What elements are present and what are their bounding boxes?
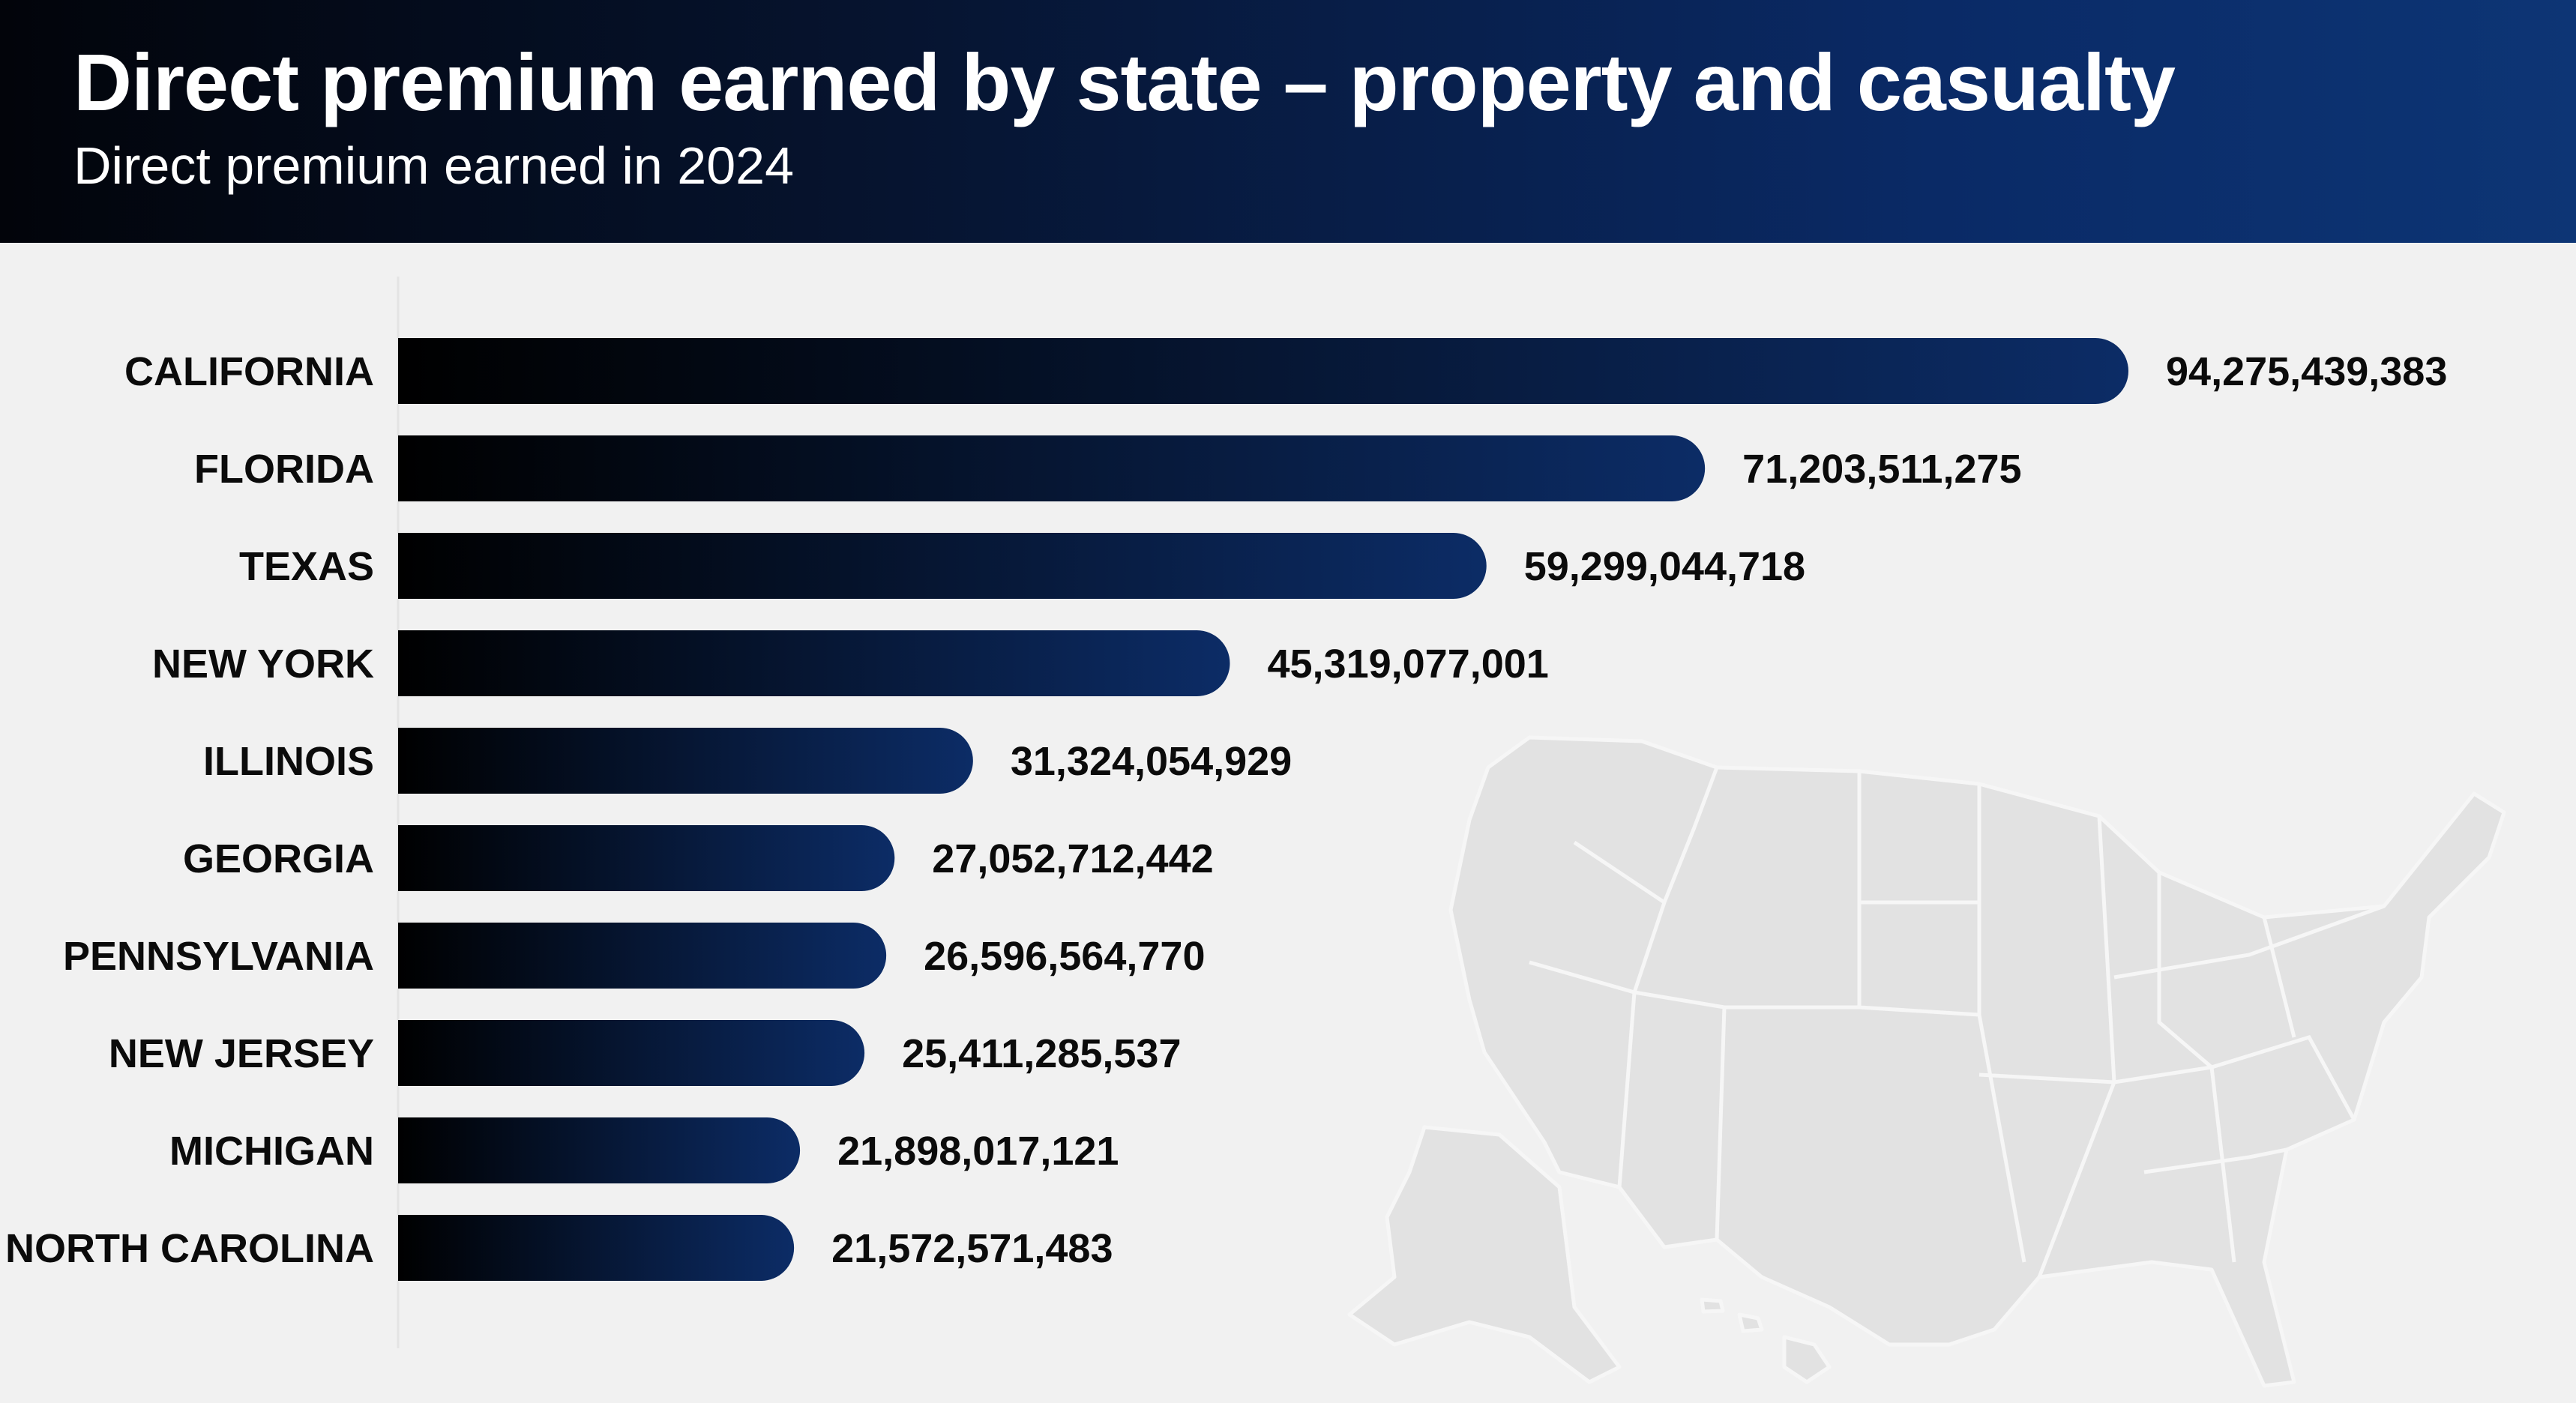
bar-illinois [398,728,973,794]
bar-pennsylvania [398,923,887,989]
category-label: TEXAS [239,544,374,589]
chart-area: CALIFORNIA 94,275,439,383 FLORIDA 71,203,51… [0,243,2576,1403]
bar-north-carolina [398,1215,795,1281]
chart-subtitle: Direct premium earned in 2024 [73,136,795,195]
bars-group: CALIFORNIA 94,275,439,383 FLORIDA 71,203,51… [5,338,2447,1281]
us-map-hawaii-2 [1737,1312,1764,1333]
value-label: 31,324,054,929 [1011,739,1292,784]
us-map-hawaii-1 [1782,1335,1832,1384]
value-label: 25,411,285,537 [902,1031,1181,1076]
bar-michigan [398,1117,801,1183]
bar-chart: CALIFORNIA 94,275,439,383 FLORIDA 71,203,51… [5,277,2447,1348]
us-map-mainland [1448,735,2506,1388]
category-label: PENNSYLVANIA [63,934,374,979]
category-label: FLORIDA [194,447,374,492]
category-label: NEW JERSEY [109,1031,374,1076]
value-label: 21,572,571,483 [831,1226,1113,1271]
value-label: 59,299,044,718 [1524,544,1805,589]
bar-new-york [398,630,1230,696]
category-label: MICHIGAN [169,1129,374,1174]
chart-title: Direct premium earned by state – propert… [73,37,2176,127]
bar-georgia [398,825,895,891]
bar-texas [398,533,1487,599]
us-map-icon [1347,735,2506,1388]
header-banner: Direct premium earned by state – propert… [0,0,2576,243]
bar-florida [398,435,1706,501]
value-label: 26,596,564,770 [924,934,1205,979]
bar-california [398,338,2128,404]
bar-new-jersey [398,1020,865,1086]
us-map-alaska [1347,1125,1622,1384]
category-label: NORTH CAROLINA [5,1226,374,1271]
us-map-state-borders [1529,767,2385,1278]
category-label: NEW YORK [152,642,374,687]
value-label: 71,203,511,275 [1742,447,2021,492]
category-label: GEORGIA [183,836,374,881]
category-label: ILLINOIS [203,739,374,784]
category-label: CALIFORNIA [124,349,374,394]
value-label: 94,275,439,383 [2166,349,2447,394]
value-label: 21,898,017,121 [837,1129,1119,1174]
value-label: 27,052,712,442 [932,836,1213,881]
us-map-hawaii-3 [1700,1297,1725,1314]
value-label: 45,319,077,001 [1267,642,1548,687]
